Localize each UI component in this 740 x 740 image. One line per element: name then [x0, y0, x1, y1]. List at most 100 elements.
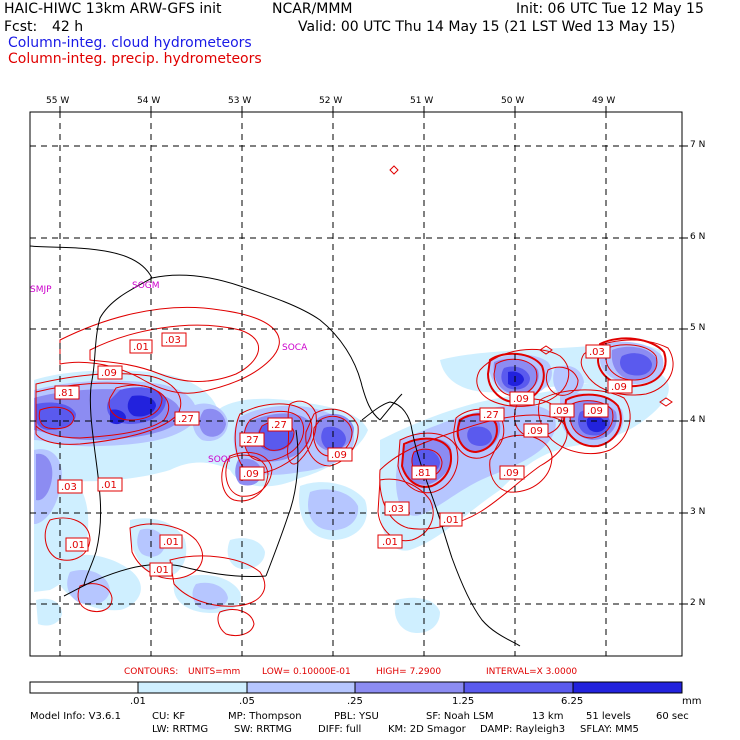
precip-legend-line: Column-integ. precip. hydrometeors	[8, 51, 262, 67]
contour-info-low: LOW= 0.10000E-01	[262, 667, 351, 677]
svg-text:.27: .27	[178, 414, 194, 425]
precip-contour	[379, 414, 568, 530]
lat-label: 6 N	[690, 232, 706, 242]
svg-text:.27: .27	[271, 420, 287, 431]
station-label: SOCA	[282, 343, 308, 353]
svg-text:.03: .03	[61, 482, 77, 493]
colorbar-segment	[354, 681, 465, 694]
cloud-area	[227, 538, 265, 570]
cloud-area	[394, 597, 440, 634]
diffusion: DIFF: full	[318, 724, 362, 735]
lat-label: 2 N	[690, 598, 706, 608]
precip-contour	[545, 366, 579, 396]
station-label: SMJP	[30, 285, 52, 295]
precip-contour	[569, 400, 614, 439]
station-label: SOOI	[208, 455, 231, 465]
colorbar-tick: 6.25	[561, 696, 584, 707]
contour-label: .03	[57, 479, 83, 494]
timestep: 60 sec	[656, 711, 689, 722]
contour-label: .27	[174, 411, 200, 426]
contour-label: .01	[159, 534, 183, 549]
contour-label: .01	[149, 562, 173, 577]
svg-text:.01: .01	[382, 537, 398, 548]
svg-text:.09: .09	[101, 368, 117, 379]
lat-label: 5 N	[690, 323, 706, 333]
svg-text:.81: .81	[58, 388, 74, 399]
svg-text:.01: .01	[153, 565, 169, 576]
colorbar-tick: .01	[130, 696, 146, 707]
svg-text:.01: .01	[101, 480, 117, 491]
contour-label: .27	[239, 432, 265, 447]
cloud-area	[467, 426, 492, 446]
precip-contour	[659, 397, 673, 407]
precip-contour	[89, 324, 259, 382]
cloud-area	[586, 416, 606, 433]
border-line	[30, 245, 153, 279]
surface-scheme: SF: Noah LSM	[426, 711, 494, 722]
precip-contour	[234, 403, 313, 474]
border-line	[63, 563, 267, 597]
border-line	[361, 401, 521, 647]
precip-contour	[77, 583, 113, 612]
border-line	[151, 274, 381, 421]
km-option: KM: 2D Smagor	[388, 724, 466, 735]
contour-label: .01	[129, 339, 153, 354]
contour-label: .01	[439, 512, 463, 527]
svg-text:.03: .03	[388, 504, 404, 515]
svg-text:.03: .03	[589, 347, 605, 358]
valid-time: Valid: 00 UTC Thu 14 May 15 (21 LST Wed …	[298, 19, 676, 35]
svg-text:.09: .09	[513, 394, 529, 405]
svg-text:.01: .01	[163, 537, 179, 548]
precip-contour	[486, 352, 545, 404]
longwave-scheme: LW: RRTMG	[152, 724, 209, 735]
shortwave-scheme: SW: RRTMG	[234, 724, 292, 735]
precip-contour	[397, 432, 459, 494]
model-title: HAIC-HIWC 13km ARW-GFS init	[4, 1, 222, 17]
precip-contour	[562, 393, 622, 448]
svg-text:.01: .01	[443, 515, 459, 526]
svg-text:.01: .01	[133, 342, 149, 353]
colorbar-segment	[572, 681, 683, 694]
precip-contour	[59, 306, 280, 394]
forecast-label: Fcst:	[4, 19, 38, 35]
border-line	[379, 393, 403, 421]
contour-info-high: HIGH= 7.2900	[376, 667, 442, 677]
contour-label: .01	[65, 537, 89, 552]
lon-label: 54 W	[137, 96, 161, 106]
contour-label: .27	[267, 417, 293, 432]
map-frame	[29, 111, 683, 657]
contour-label: .03	[384, 501, 410, 516]
cloud-legend-line: Column-integ. cloud hydrometeors	[8, 35, 252, 51]
precip-contour	[539, 345, 553, 355]
cloud-area	[395, 404, 556, 516]
contour-label: .09	[583, 403, 609, 418]
colorbar-segment	[137, 681, 248, 694]
svg-text:.09: .09	[587, 406, 603, 417]
svg-text:.27: .27	[243, 435, 259, 446]
contour-label: .09	[509, 391, 535, 406]
contour-label: .09	[327, 447, 353, 462]
contour-label: .09	[607, 379, 633, 394]
contour-label: .09	[523, 423, 549, 438]
precip-contour	[605, 344, 658, 381]
border-line	[83, 277, 153, 587]
lon-label: 49 W	[592, 96, 616, 106]
lon-label: 53 W	[228, 96, 252, 106]
contour-label: .01	[97, 477, 123, 492]
init-time: Init: 06 UTC Tue 12 May 15	[516, 1, 704, 17]
station-label: SOGM	[132, 281, 160, 291]
contour-info-units: UNITS=mm	[188, 667, 241, 677]
precip-contour	[377, 478, 434, 542]
contour-label: .81	[411, 465, 437, 480]
precip-contour	[225, 452, 273, 497]
lat-label: 4 N	[690, 415, 706, 425]
model-info: Model Info: V3.6.1	[30, 711, 121, 722]
coastlines	[30, 245, 521, 647]
contour-label: .01	[377, 534, 403, 549]
resolution: 13 km	[532, 711, 564, 722]
cloud-area	[36, 453, 53, 501]
cloud-area	[36, 598, 62, 626]
surface-layer: SFLAY: MM5	[580, 724, 639, 735]
lon-label: 55 W	[46, 96, 70, 106]
